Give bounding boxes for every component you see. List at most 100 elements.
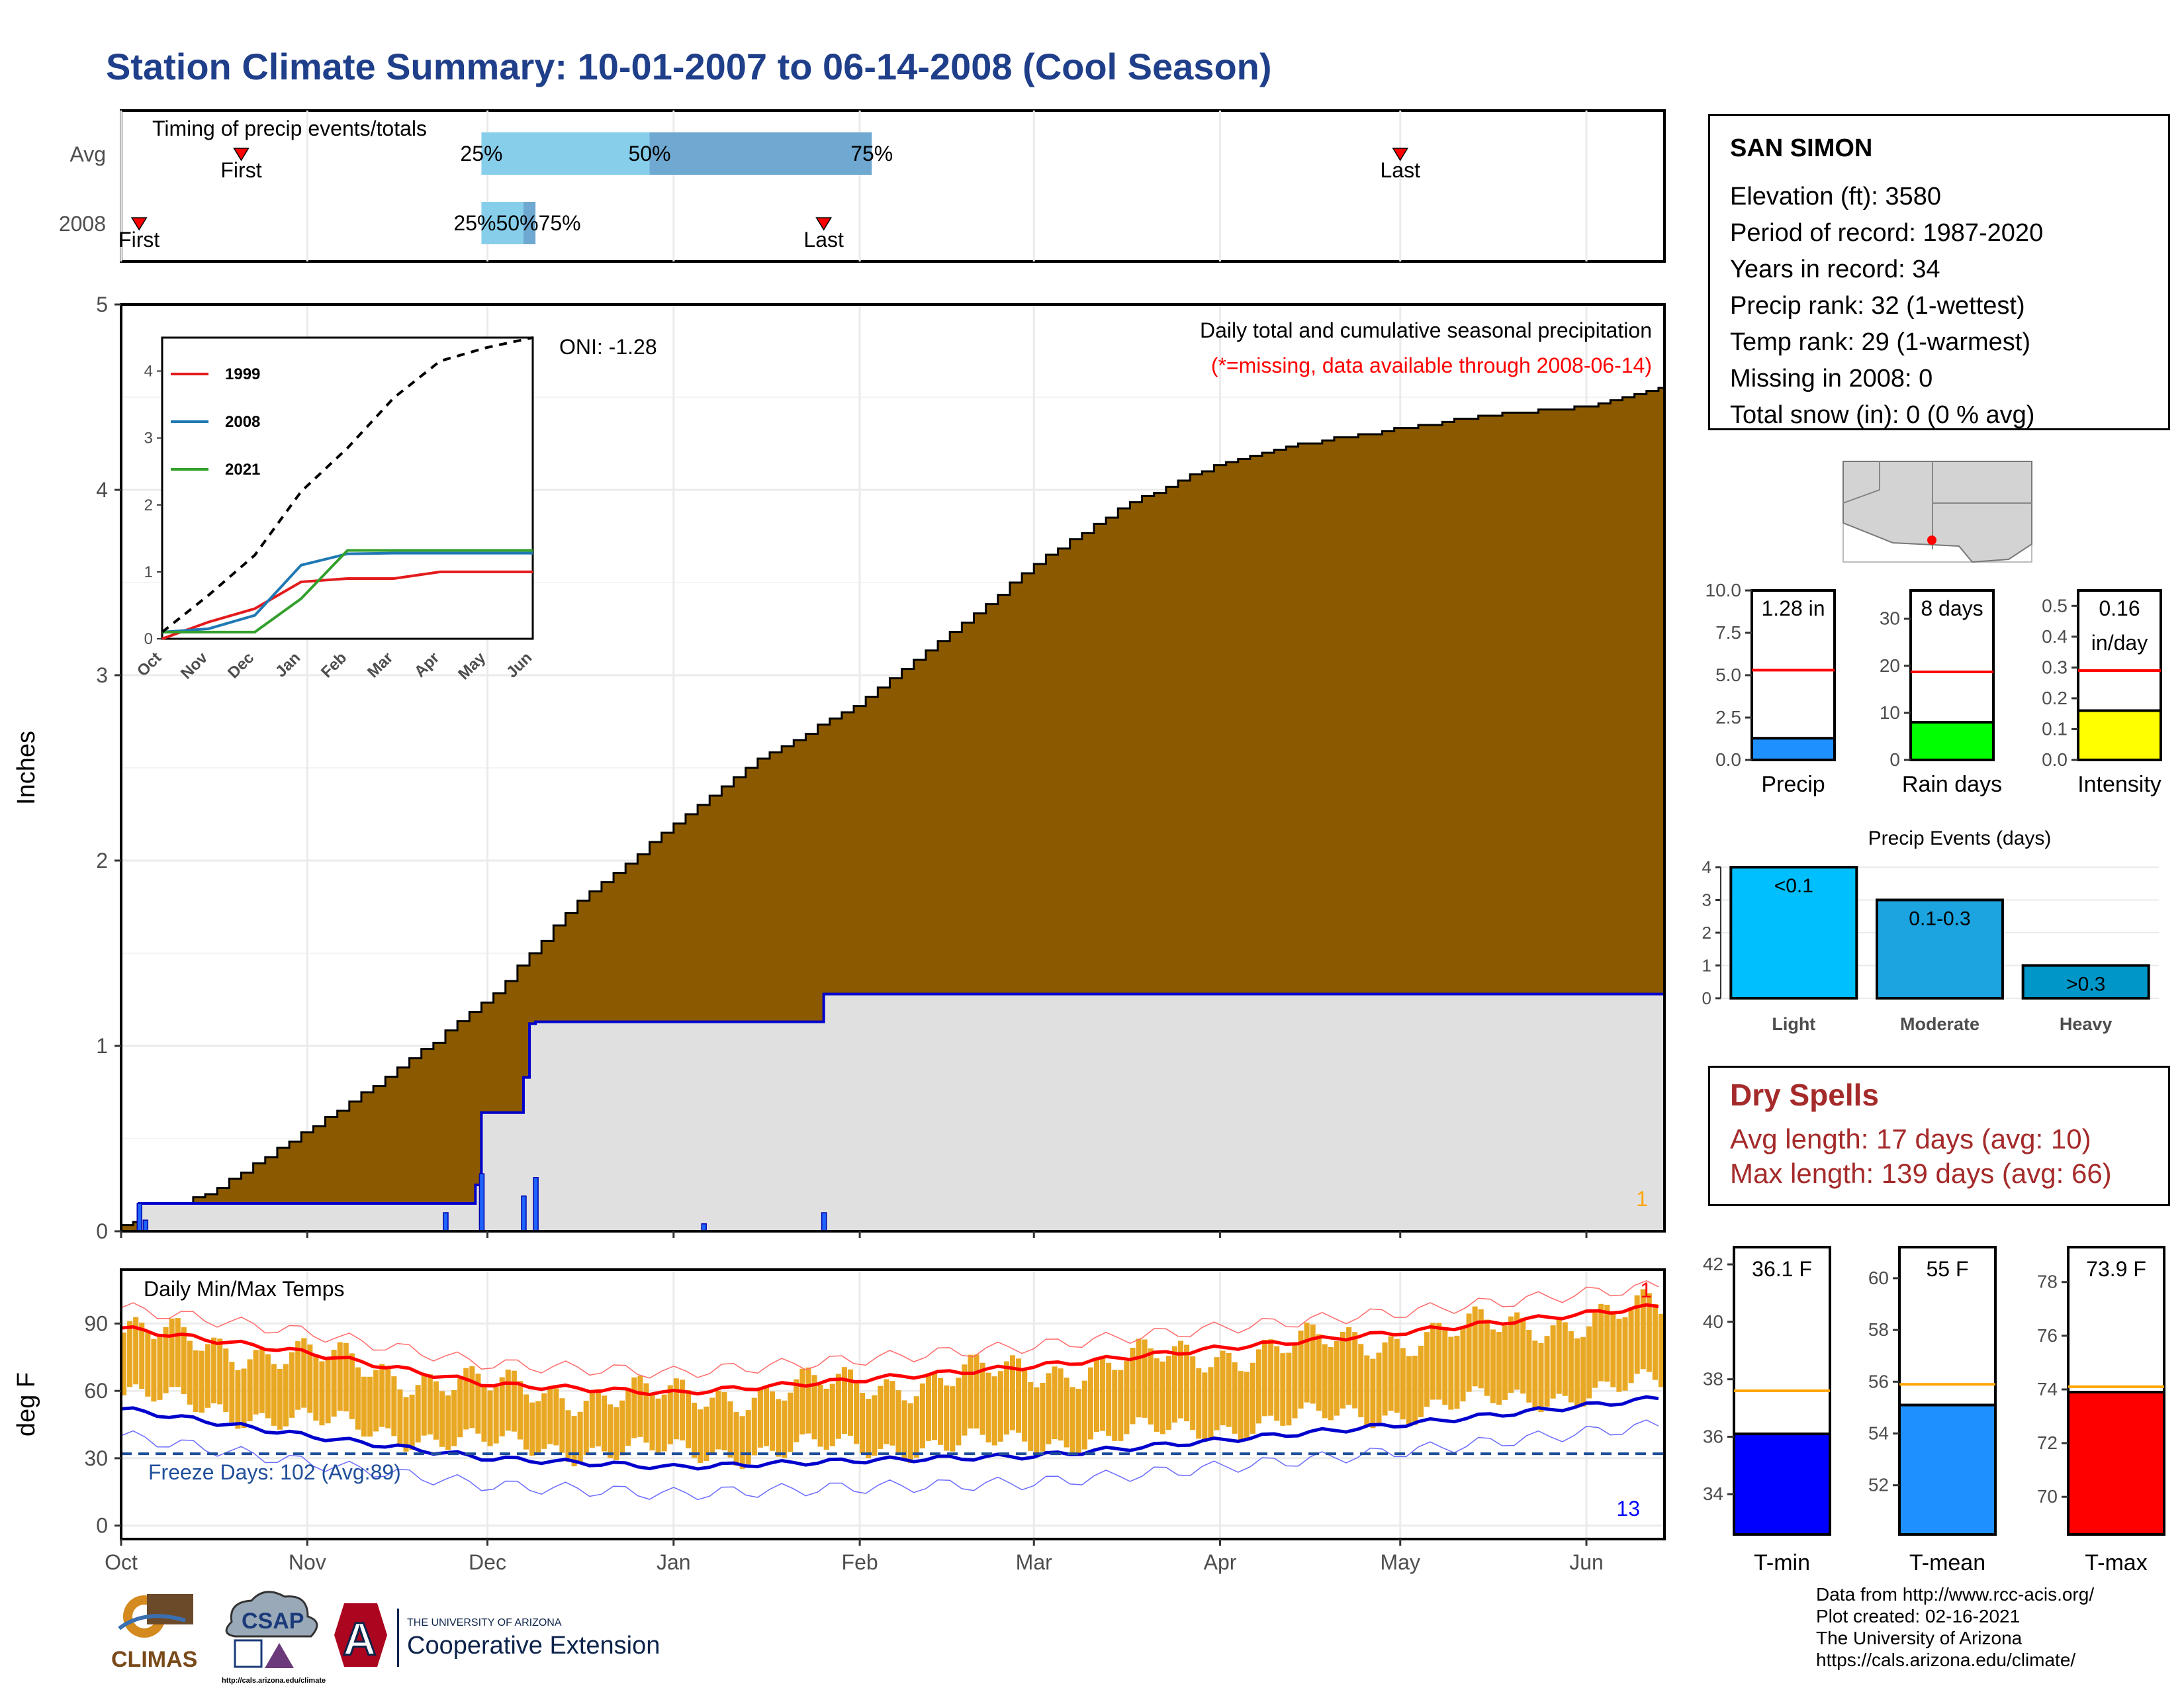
daily-temp-bar xyxy=(1292,1343,1298,1419)
temp-y-axis-title: deg F xyxy=(13,1372,40,1436)
record-max-line xyxy=(120,1280,1659,1379)
daily-temp-bar xyxy=(361,1376,367,1437)
gauge-ytick-label: 0 xyxy=(1889,749,1900,770)
daily-temp-bar xyxy=(367,1376,373,1437)
daily-temp-bar xyxy=(637,1376,643,1437)
station-years: Years in record: 34 xyxy=(1730,256,1940,283)
daily-temp-bar xyxy=(1298,1331,1304,1409)
daily-temp-bar xyxy=(1358,1344,1364,1417)
daily-temp-bar xyxy=(950,1386,956,1452)
daily-temp-bar xyxy=(331,1350,337,1417)
daily-temp-bar xyxy=(1136,1338,1142,1418)
daily-temp-bar xyxy=(391,1376,397,1436)
daily-temp-bar xyxy=(1460,1326,1466,1402)
daily-temp-bar xyxy=(277,1368,283,1430)
daily-temp-bar xyxy=(499,1377,505,1436)
daily-temp-bar xyxy=(938,1378,944,1445)
daily-temp-bar xyxy=(595,1389,601,1447)
daily-temp-bar xyxy=(1634,1295,1640,1374)
tgauge-bar-T-max xyxy=(2067,1391,2165,1536)
daily-temp-bar xyxy=(511,1370,517,1432)
daily-temp-bar xyxy=(1640,1289,1646,1370)
month-tick-label: Nov xyxy=(289,1550,326,1574)
station-name: SAN SIMON xyxy=(1730,134,1873,162)
daily-temp-bar xyxy=(673,1378,679,1440)
daily-temp-bar xyxy=(1628,1307,1634,1383)
daily-temp-bar xyxy=(451,1390,457,1446)
tgauge-ytick-label: 56 xyxy=(1868,1371,1889,1391)
daily-temp-bar xyxy=(121,1332,127,1395)
daily-temp-bar xyxy=(295,1341,301,1410)
daily-temp-bar xyxy=(1202,1372,1208,1442)
daily-temp-bar xyxy=(1130,1348,1136,1425)
daily-temp-bar xyxy=(145,1333,151,1397)
daily-temp-bar xyxy=(601,1395,607,1452)
gauge-frame-Precip xyxy=(1751,589,1836,761)
daily-temp-bar xyxy=(217,1338,223,1405)
gauge-ytick-label: 0.5 xyxy=(2042,595,2068,616)
events-category-Light: Light xyxy=(1772,1014,1815,1034)
station-precip-rank: Precip rank: 32 (1-wettest) xyxy=(1730,292,2025,320)
obs-cumulative-area xyxy=(121,994,1664,1231)
tgauge-ytick-label: 58 xyxy=(1868,1319,1889,1340)
daily-temp-bar xyxy=(1604,1305,1610,1382)
gauge-bar-Intensity xyxy=(2077,709,2162,761)
daily-temp-bar xyxy=(799,1368,805,1434)
daily-temp-bar xyxy=(854,1380,860,1444)
daily-temp-bar xyxy=(631,1377,637,1438)
oni-label: ONI: -1.28 xyxy=(559,335,657,359)
ua-logo: A THE UNIVERSITY OF ARIZONA Cooperative … xyxy=(334,1603,660,1667)
gauge-name-Intensity: Intensity xyxy=(2077,772,2161,797)
daily-temp-bar xyxy=(589,1391,595,1448)
gauge-ytick-label: 10 xyxy=(1880,702,1900,723)
daily-temp-bar xyxy=(643,1383,649,1443)
daily-temp-bar xyxy=(698,1409,704,1464)
events-ytick-label: 1 xyxy=(1702,956,1711,976)
credit-plot-created: Plot created: 02-16-2021 xyxy=(1816,1606,2021,1626)
gauge-ytick-label: 0.0 xyxy=(2042,749,2068,770)
location-map xyxy=(1843,461,2032,563)
daily-temp-bar xyxy=(241,1368,247,1429)
daily-temp-bar xyxy=(559,1398,565,1453)
events-ytick-label: 3 xyxy=(1702,890,1711,910)
daily-temp-bar xyxy=(1087,1367,1093,1440)
daily-temp-bar xyxy=(841,1367,847,1434)
map-borders xyxy=(1843,461,2032,549)
month-tick-label: Jun xyxy=(1569,1550,1604,1574)
daily-temp-bar xyxy=(901,1400,907,1461)
credit-url: https://cals.arizona.edu/climate/ xyxy=(1816,1650,2076,1670)
daily-precip-bar xyxy=(478,1173,485,1232)
page-title: Station Climate Summary: 10-01-2007 to 0… xyxy=(106,46,1272,87)
events-bar-label-Light: <0.1 xyxy=(1774,875,1813,897)
timing-last-label-avg: Last xyxy=(1381,158,1421,182)
daily-temp-bar xyxy=(1171,1346,1178,1423)
inset-line-2008 xyxy=(161,551,533,633)
timing-first-marker-2008 xyxy=(130,217,148,231)
precip-ytick-label: 5 xyxy=(96,293,108,316)
daily-temp-bar xyxy=(1208,1367,1214,1438)
daily-temp-bar xyxy=(535,1401,541,1455)
daily-temp-bar xyxy=(1448,1336,1454,1410)
daily-temp-bar xyxy=(565,1410,571,1462)
precip-caption: Daily total and cumulative seasonal prec… xyxy=(1200,318,1652,342)
daily-temp-bar xyxy=(523,1394,529,1450)
tgauge-bar-T-mean xyxy=(1898,1403,1997,1536)
daily-temp-bar xyxy=(1232,1362,1238,1434)
gauge-value-unit-Intensity: in/day xyxy=(2091,631,2148,655)
daily-temp-bar xyxy=(1310,1324,1316,1404)
daily-temp-bar xyxy=(1178,1340,1184,1419)
daily-temp-bar xyxy=(1160,1361,1165,1434)
daily-temp-bar xyxy=(463,1368,469,1430)
daily-temp-bar xyxy=(247,1359,253,1421)
dry-spells-max: Max length: 139 days (avg: 66) xyxy=(1730,1158,2112,1189)
gauge-ytick-label: 5.0 xyxy=(1715,665,1741,685)
daily-temp-bar xyxy=(776,1399,782,1457)
daily-temp-bar xyxy=(187,1340,193,1405)
daily-temp-bar xyxy=(1562,1322,1568,1396)
month-tick-label: Feb xyxy=(842,1550,878,1574)
daily-temp-bar xyxy=(991,1376,997,1446)
dry-spells-avg: Avg length: 17 days (avg: 10) xyxy=(1730,1123,2091,1154)
gauge-value-Rain days: 8 days xyxy=(1921,596,1983,620)
daily-temp-bar xyxy=(1490,1329,1496,1403)
events-category-Heavy: Heavy xyxy=(2060,1014,2113,1034)
